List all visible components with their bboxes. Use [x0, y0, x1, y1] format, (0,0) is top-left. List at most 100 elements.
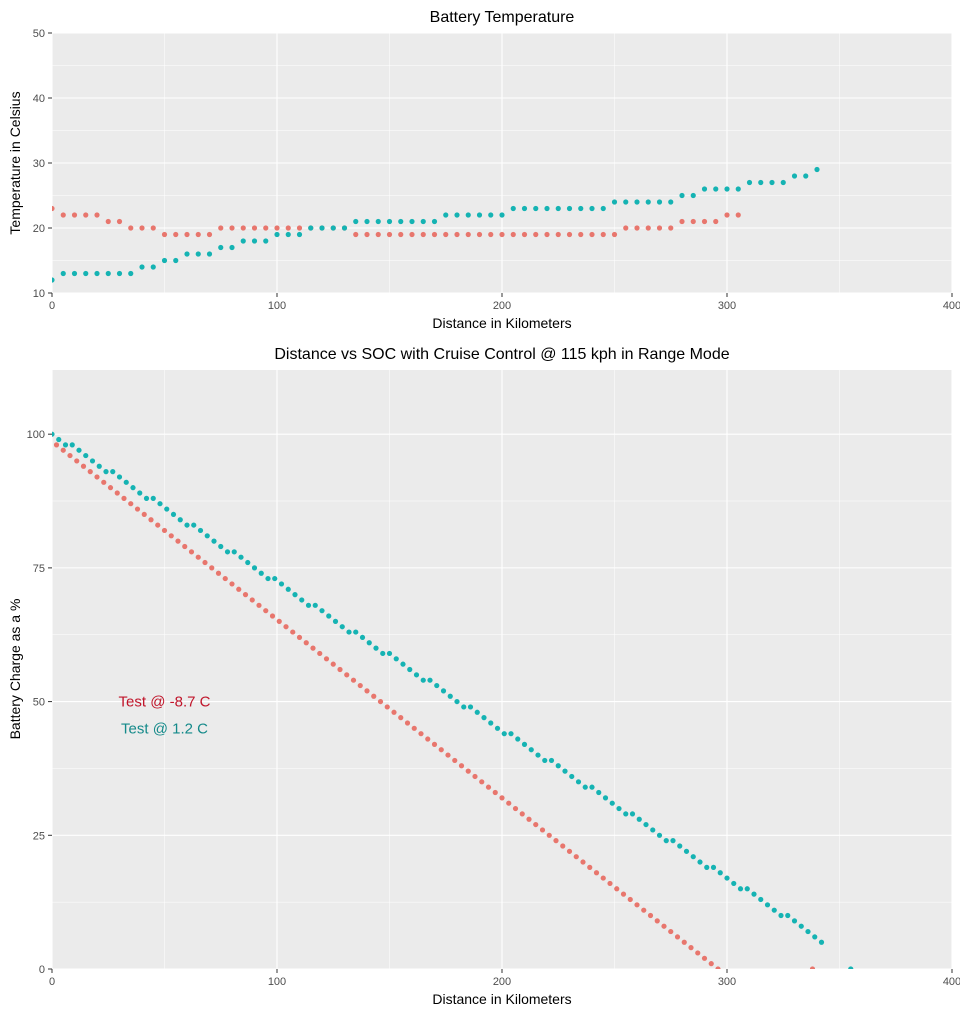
x-tick-label: 300	[718, 976, 736, 988]
data-point-warm	[150, 495, 156, 501]
data-point-warm	[218, 543, 224, 550]
data-point-cold	[357, 682, 363, 689]
data-point-warm	[251, 565, 258, 571]
data-point-warm	[407, 666, 413, 673]
data-point-warm	[481, 715, 487, 721]
data-point-cold	[589, 231, 595, 238]
data-point-warm	[596, 789, 602, 796]
data-point-cold	[634, 902, 640, 908]
data-point-warm	[737, 886, 744, 892]
data-point-cold	[445, 752, 451, 758]
data-point-cold	[539, 827, 546, 833]
data-point-cold	[521, 231, 528, 238]
data-point-cold	[375, 231, 381, 238]
data-point-warm	[535, 752, 541, 758]
data-point-cold	[668, 225, 674, 231]
data-point-cold	[452, 757, 458, 764]
data-point-warm	[420, 218, 426, 225]
data-point-warm	[398, 218, 404, 225]
data-point-warm	[380, 650, 386, 657]
data-point-warm	[332, 618, 339, 624]
data-point-warm	[488, 720, 494, 726]
data-point-cold	[656, 225, 663, 231]
data-point-cold	[391, 709, 397, 715]
data-point-cold	[485, 784, 492, 790]
data-point-cold	[155, 522, 161, 528]
x-tick-label: 400	[943, 976, 960, 988]
data-point-warm	[130, 485, 136, 491]
soc-chart: Distance vs SOC with Cruise Control @ 11…	[7, 346, 960, 1007]
x-tick-label: 200	[493, 300, 511, 312]
data-point-warm	[427, 677, 433, 683]
data-point-cold	[218, 225, 224, 231]
x-tick-label: 0	[49, 976, 55, 988]
data-point-warm	[76, 447, 82, 453]
y-tick-label: 75	[33, 563, 45, 575]
data-point-warm	[195, 251, 201, 257]
data-point-warm	[751, 891, 757, 897]
data-point-cold	[134, 506, 141, 512]
data-point-cold	[499, 231, 505, 238]
data-point-warm	[420, 677, 426, 683]
x-tick-label: 300	[718, 300, 736, 312]
data-point-warm	[764, 902, 771, 908]
data-point-cold	[236, 586, 242, 592]
data-point-warm	[184, 251, 190, 257]
data-point-warm	[240, 238, 246, 244]
data-point-cold	[128, 501, 134, 507]
data-point-cold	[114, 490, 120, 496]
data-point-warm	[251, 238, 258, 244]
data-point-cold	[330, 661, 336, 667]
data-point-cold	[553, 838, 559, 844]
data-point-warm	[218, 244, 224, 251]
data-point-cold	[724, 212, 730, 218]
data-point-cold	[578, 231, 584, 238]
data-point-warm	[431, 218, 438, 225]
data-point-cold	[323, 656, 330, 662]
y-tick-label: 10	[33, 288, 45, 300]
data-point-warm	[116, 474, 123, 480]
data-point-warm	[645, 199, 651, 205]
data-point-warm	[542, 757, 548, 764]
data-point-cold	[809, 966, 816, 969]
data-point-warm	[375, 218, 381, 225]
data-point-cold	[566, 848, 573, 854]
data-point-cold	[148, 517, 154, 523]
data-point-warm	[299, 597, 305, 603]
data-point-warm	[778, 912, 784, 919]
data-point-warm	[170, 511, 177, 518]
data-point-warm	[501, 731, 507, 737]
data-point-warm	[173, 257, 179, 264]
data-point-warm	[566, 205, 573, 212]
data-point-warm	[139, 264, 145, 270]
data-point-cold	[251, 225, 258, 231]
data-point-warm	[123, 479, 129, 485]
data-point-cold	[71, 212, 78, 218]
data-point-warm	[305, 602, 312, 608]
data-point-warm	[544, 205, 550, 212]
data-point-cold	[465, 768, 471, 774]
data-point-cold	[425, 736, 431, 742]
data-point-warm	[272, 575, 278, 582]
data-point-cold	[492, 789, 498, 796]
data-point-cold	[411, 725, 417, 731]
data-point-cold	[465, 231, 471, 238]
data-point-warm	[312, 602, 318, 608]
data-point-warm	[629, 811, 636, 817]
data-point-warm	[150, 264, 156, 270]
data-point-cold	[690, 218, 696, 225]
data-point-warm	[798, 923, 804, 929]
data-point-cold	[195, 554, 201, 560]
data-point-warm	[278, 581, 285, 587]
data-point-warm	[677, 843, 683, 849]
data-point-cold	[506, 800, 512, 806]
y-tick-label: 50	[33, 28, 45, 40]
data-point-warm	[735, 186, 741, 192]
data-point-cold	[587, 864, 593, 870]
data-point-cold	[229, 581, 235, 587]
data-point-warm	[204, 533, 210, 539]
data-point-warm	[569, 773, 575, 780]
data-point-cold	[654, 918, 660, 924]
data-point-warm	[690, 192, 696, 199]
